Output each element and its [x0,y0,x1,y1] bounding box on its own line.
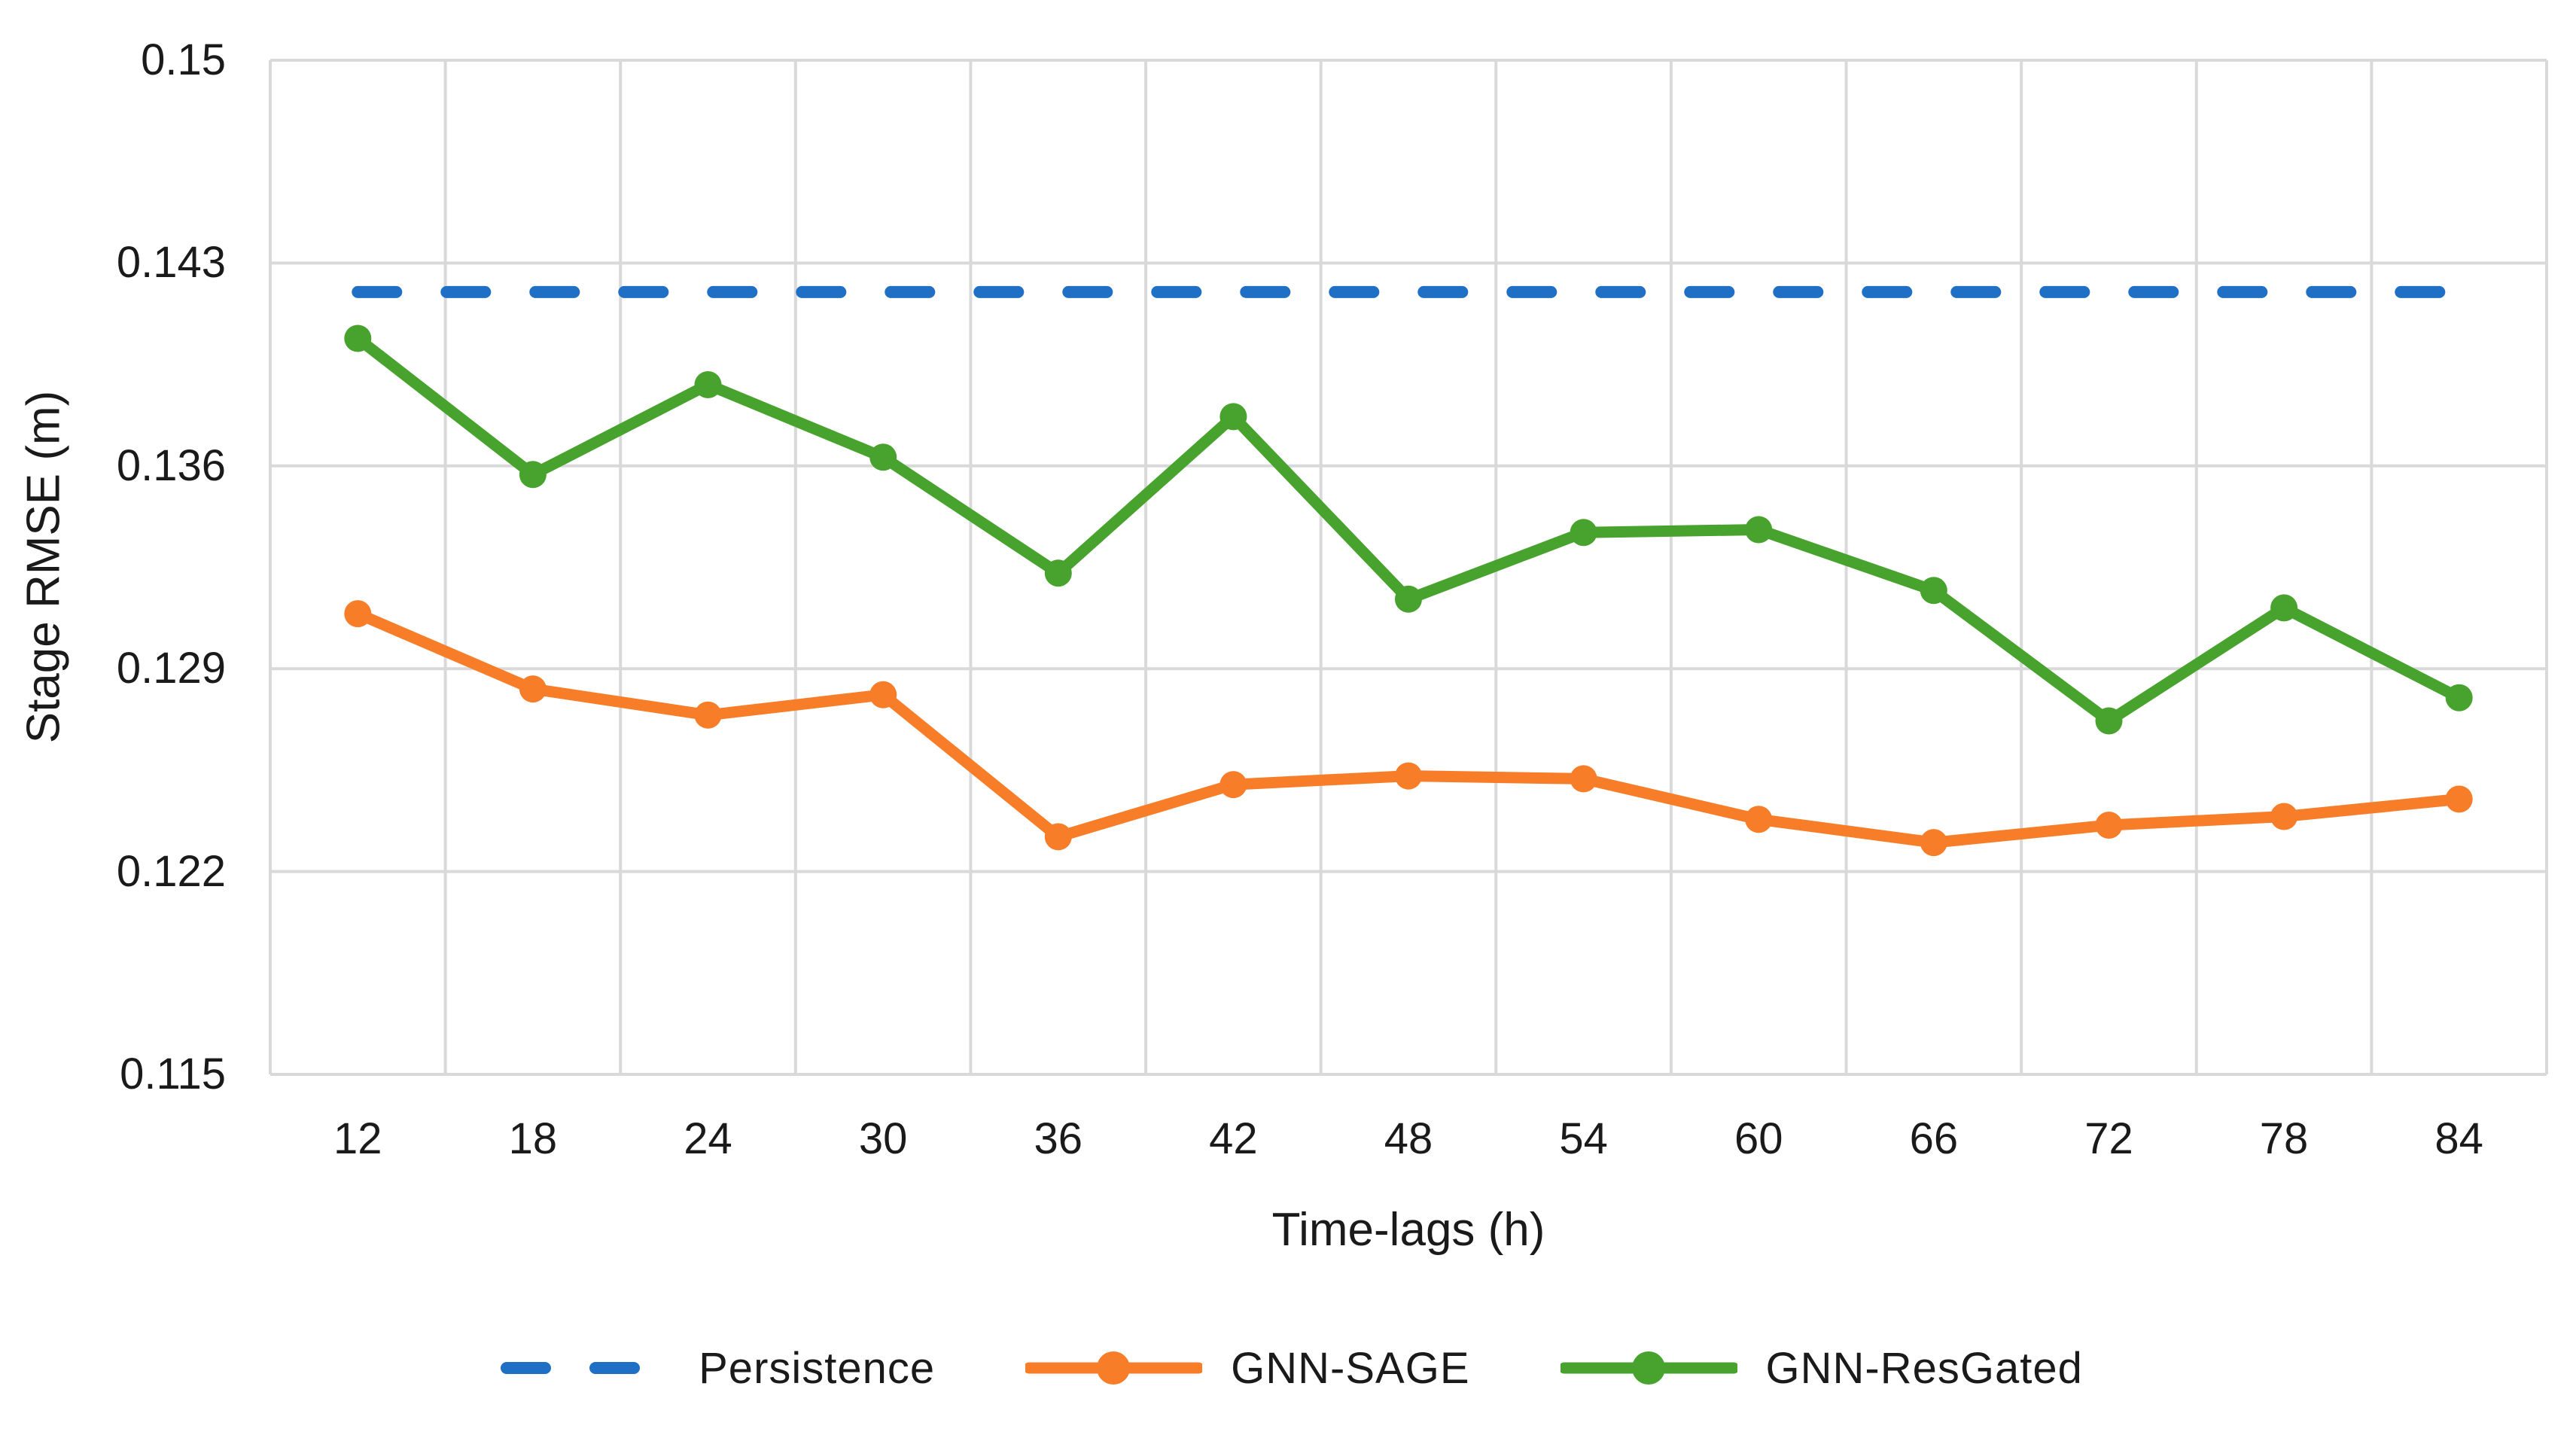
legend-item-gnn-resgated: GNN-ResGated [1560,1334,2083,1402]
data-point-marker-gnn-sage [1395,762,1422,790]
legend-label-gnn-sage: GNN-SAGE [1231,1343,1470,1393]
data-point-marker-gnn-resgated [1219,403,1247,431]
x-tick-label: 18 [508,1114,558,1163]
data-point-marker-gnn-sage [2270,803,2298,830]
data-point-marker-gnn-sage [1745,806,1773,833]
y-tick-label: 0.143 [116,238,226,288]
data-point-marker-gnn-resgated [1745,516,1773,544]
x-tick-label: 66 [1909,1114,1959,1163]
data-point-marker-gnn-resgated [1570,519,1597,547]
y-tick-label: 0.15 [141,35,226,84]
data-point-marker-gnn-sage [344,600,372,628]
data-point-marker-gnn-sage [869,681,897,708]
y-tick-label: 0.136 [116,440,226,490]
x-tick-label: 72 [2084,1114,2133,1163]
legend-swatch-gnn-sage [1025,1351,1203,1385]
legend-item-persistence: Persistence [493,1334,935,1402]
legend-marker-sample [1631,1351,1665,1385]
legend-swatch-persistence [501,1362,663,1374]
data-point-marker-gnn-sage [1920,829,1947,857]
x-tick-label: 60 [1734,1114,1783,1163]
x-tick-label: 30 [858,1114,908,1163]
data-point-marker-gnn-resgated [2095,707,2123,735]
data-point-marker-gnn-sage [694,701,722,729]
y-tick-label: 0.129 [116,644,226,693]
legend-label-gnn-resgated: GNN-ResGated [1765,1343,2083,1393]
x-tick-label: 24 [684,1114,732,1163]
data-point-marker-gnn-resgated [519,461,547,489]
data-point-marker-gnn-resgated [1395,585,1422,613]
legend-swatch-gnn-resgated [1560,1351,1737,1385]
data-point-marker-gnn-resgated [344,324,372,352]
series-line-gnn-sage [352,608,2465,849]
y-tick-label: 0.115 [120,1050,226,1098]
legend-item-gnn-sage: GNN-SAGE [1025,1334,1469,1402]
legend: Persistence GNN-SAGE GNN-ResGated [0,1334,2576,1402]
series-line-gnn-resgated [352,333,2465,727]
data-point-marker-gnn-resgated [2270,594,2298,622]
x-tick-label: 54 [1559,1114,1608,1163]
x-tick-label: 42 [1209,1114,1258,1163]
legend-marker-sample [1097,1351,1131,1385]
data-point-marker-gnn-sage [1570,765,1597,793]
x-tick-label: 84 [2434,1114,2483,1163]
x-tick-label: 78 [2259,1114,2309,1163]
x-axis-title: Time-lags (h) [1271,1204,1545,1256]
data-point-marker-gnn-sage [2095,812,2123,839]
x-tick-label: 12 [333,1114,382,1163]
data-point-marker-gnn-sage [519,675,547,703]
data-point-marker-gnn-sage [1044,823,1072,851]
x-tick-label: 36 [1034,1114,1083,1163]
data-point-marker-gnn-resgated [1044,559,1072,587]
data-point-marker-gnn-resgated [2445,684,2473,711]
y-tick-label: 0.122 [116,846,226,896]
data-point-marker-gnn-resgated [694,371,722,398]
data-point-marker-gnn-resgated [869,443,897,471]
data-point-marker-gnn-sage [2445,785,2473,813]
legend-label-persistence: Persistence [699,1343,936,1393]
data-point-marker-gnn-sage [1219,771,1247,799]
data-point-marker-gnn-resgated [1920,577,1947,605]
x-tick-label: 48 [1384,1114,1433,1163]
